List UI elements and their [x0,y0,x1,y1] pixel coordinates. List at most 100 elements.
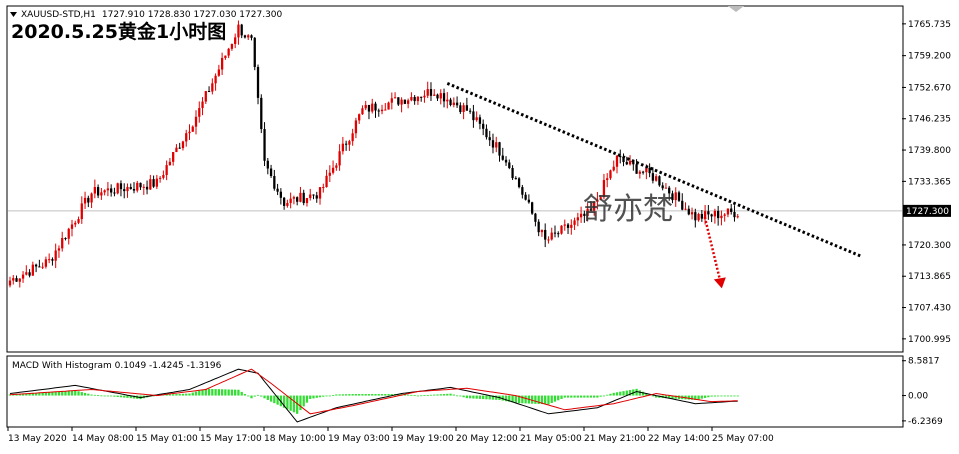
candle-body [214,75,217,84]
candle-body [681,200,684,210]
candle-body [61,238,64,249]
candle-body [312,194,315,196]
histogram-bar [442,394,446,396]
histogram-bar [429,394,433,396]
candle-body [41,266,44,268]
candle-body [18,278,21,282]
histogram-bar [717,395,720,397]
histogram-bar [420,395,423,397]
watermark-text: 舒亦梵 [583,192,673,227]
histogram-bar [292,395,296,413]
time-tick-label: 18 May 10:00 [264,434,326,444]
histogram-bar [433,394,436,396]
histogram-bar [83,392,87,396]
candle-body [344,143,348,145]
candle-body [211,83,214,92]
candle-body [472,111,475,121]
macd-axis: 8.5817 0.00 -6.2369 [902,357,943,427]
candle-body [703,211,707,219]
candle-body [462,105,465,112]
candle-body [87,197,90,203]
histogram-bar [260,395,263,397]
candle-body [119,183,123,190]
histogram-bar [361,394,364,396]
candle-body [576,217,579,221]
time-tick-label: 20 May 12:00 [456,434,518,444]
histogram-bar [354,394,358,396]
candle-body [286,202,289,206]
candle-body [168,161,172,166]
candle-body [48,259,51,261]
histogram-bar [201,389,204,396]
histogram-bar [322,395,325,397]
histogram-bar [204,388,207,396]
candle-body [393,97,397,99]
candle-body [77,219,80,223]
histogram-bar [612,392,615,396]
histogram-bar [318,395,322,398]
histogram-bar [172,394,175,396]
histogram-bar [54,391,57,396]
chart-menu-icon[interactable] [10,12,17,17]
candle-body [674,192,677,201]
histogram-bar [697,395,700,400]
histogram-bar [655,395,658,398]
candle-body [358,114,361,121]
candle-body [318,187,322,199]
histogram-bar [18,393,21,396]
candle-body [544,229,547,240]
candle-body [436,94,439,99]
candle-body [527,199,531,203]
candle-body [609,170,612,179]
histogram-bar [690,395,694,400]
histogram-bar [44,392,48,396]
candle-body [384,109,387,111]
histogram-bar [413,395,416,397]
histogram-bar [90,394,93,396]
histogram-bar [674,395,677,399]
histogram-bar [560,395,563,399]
arrow-shaft [703,216,722,280]
histogram-bar [622,391,625,396]
candle-body [266,160,269,169]
histogram-bar [710,395,713,397]
histogram-bar [517,395,521,404]
candle-body [570,224,573,228]
candle-body [406,100,410,104]
candle-body [269,168,273,177]
histogram-bar [403,394,407,396]
histogram-bar [511,395,514,403]
histogram-bar [606,394,609,396]
histogram-bar [331,395,335,396]
candle-body [129,186,132,190]
price-tick-label: 1713.865 [908,272,951,282]
histogram-bar [51,391,54,396]
candle-body [260,97,263,130]
histogram-bar [64,391,67,396]
candle-body [599,197,602,200]
candle-body [93,187,96,194]
price-tick-label: 1720.300 [908,241,951,251]
candle-body [697,213,700,221]
candle-body [282,197,286,206]
histogram-bar [475,395,478,399]
symbol-info: XAUUSD-STD,H1 1727.910 1728.830 1727.030 … [21,10,283,20]
histogram-bar [488,395,491,400]
price-label-text: 1727.300 [906,207,949,217]
histogram-bar [602,395,606,397]
candle-body [537,221,540,233]
histogram-bar [217,389,220,396]
candle-body [429,89,433,96]
candle-body [296,197,299,202]
histogram-bar [707,395,710,398]
histogram-bar [256,394,260,396]
histogram-bar [472,395,475,399]
candle-body [710,214,713,217]
macd-lines [9,368,738,423]
histogram-bar [341,394,345,396]
histogram-bar [253,395,256,397]
arrow-head [713,277,726,289]
histogram-bar [579,395,583,398]
candle-body [619,155,622,158]
